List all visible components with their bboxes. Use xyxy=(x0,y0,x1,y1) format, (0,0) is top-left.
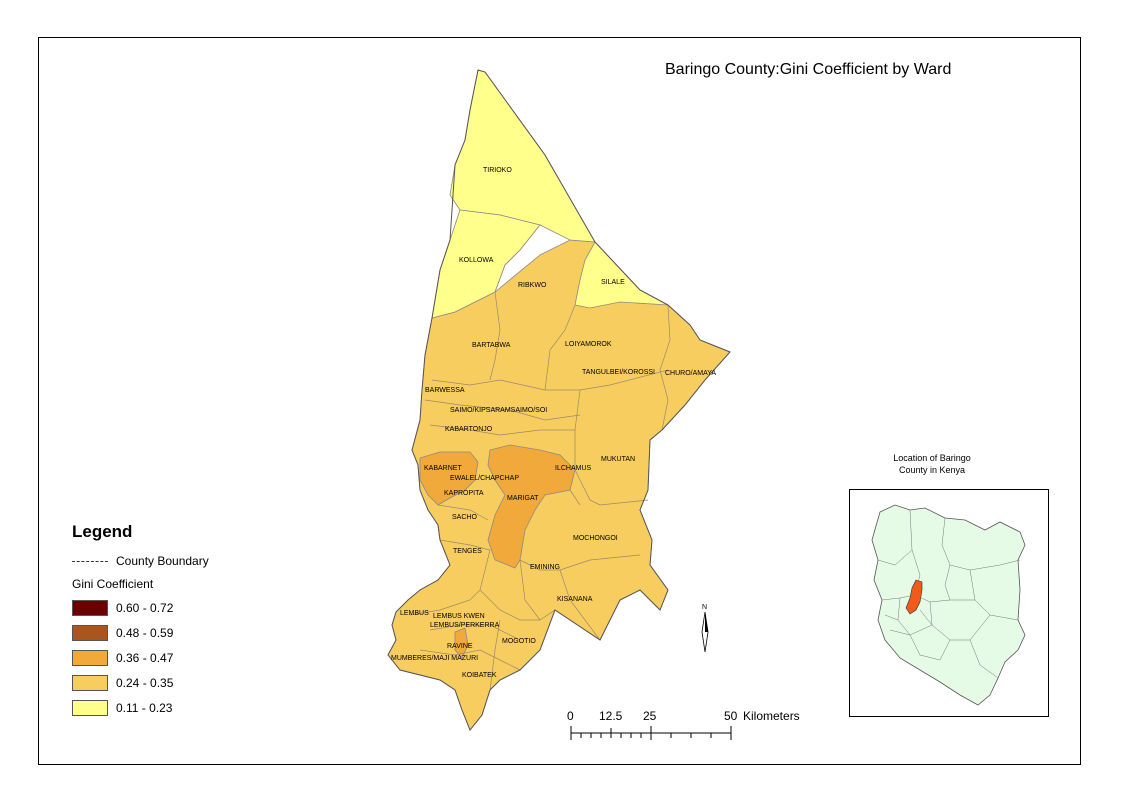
map-title: Baringo County:Gini Coefficient by Ward xyxy=(665,61,952,78)
legend-class-row: 0.11 - 0.23 xyxy=(72,699,272,716)
scale-label-25: 25 xyxy=(643,709,657,723)
scale-unit: Kilometers xyxy=(743,709,800,723)
north-arrow-icon: N xyxy=(701,604,709,653)
kenya-map xyxy=(871,504,1026,706)
legend-class-label: 0.36 - 0.47 xyxy=(116,650,174,665)
ward-label-ribkwo: RIBKWO xyxy=(518,282,547,289)
ward-label-kisanana: KISANANA xyxy=(557,596,593,603)
ward-labels: TIRIOKO KOLLOWA SILALE RIBKWO BARTABWA L… xyxy=(391,167,716,679)
ward-label-mukutan: MUKUTAN xyxy=(601,456,635,463)
scale-bar xyxy=(570,726,732,740)
legend-boundary-row: County Boundary xyxy=(72,552,272,570)
ward-label-mochongoi: MOCHONGOI xyxy=(573,535,618,542)
ward-label-mogotio: MOGOTIO xyxy=(502,638,536,645)
ward-kabarnet xyxy=(419,451,479,506)
legend-class-label: 0.24 - 0.35 xyxy=(116,675,174,690)
map-frame xyxy=(38,37,1081,765)
ward-label-churo: CHURO/AMAYA xyxy=(665,370,716,377)
inset-map xyxy=(849,489,1049,717)
boundary-line-icon xyxy=(72,560,108,562)
ward-label-loiyamorok: LOIYAMOROK xyxy=(565,341,612,348)
inset-title-line2: County in Kenya xyxy=(898,465,966,475)
legend-swatch xyxy=(72,624,108,641)
kenya-outline xyxy=(871,504,1026,706)
ward-label-barwessa: BARWESSA xyxy=(425,387,465,394)
scale-label-0: 0 xyxy=(567,709,574,723)
ward-label-kabartonjo: KABARTONJO xyxy=(445,426,493,433)
north-arrow-label: N xyxy=(702,604,707,611)
ward-label-emining: EMINING xyxy=(530,564,560,571)
legend-class-row: 0.60 - 0.72 xyxy=(72,599,272,616)
ward-label-tenges: TENGES xyxy=(453,548,482,555)
legend-class-label: 0.48 - 0.59 xyxy=(116,625,174,640)
legend-swatch xyxy=(72,649,108,666)
legend-swatch xyxy=(72,699,108,716)
ward-boundaries xyxy=(409,224,671,691)
ward-label-kollowa: KOLLOWA xyxy=(459,257,494,264)
ward-label-lembus-perkerra: LEMBUS/PERKERRA xyxy=(430,622,500,629)
legend-class-row: 0.24 - 0.35 xyxy=(72,674,272,691)
kenya-counties xyxy=(877,509,1021,679)
legend-swatch xyxy=(72,599,108,616)
ward-label-kapropita: KAPROPITA xyxy=(444,490,484,497)
ward-label-silale: SILALE xyxy=(601,279,625,286)
ward-ravine xyxy=(454,627,469,659)
county-boundary xyxy=(387,69,731,731)
ward-label-koibatek: KOIBATEK xyxy=(462,672,497,679)
legend-class-row: 0.36 - 0.47 xyxy=(72,649,272,666)
ward-label-tirioko: TIRIOKO xyxy=(483,167,512,174)
scale-label-12-5: 12.5 xyxy=(599,709,623,723)
legend-class-label: 0.60 - 0.72 xyxy=(116,600,174,615)
ward-label-kabarnet: KABARNET xyxy=(424,465,462,472)
inset-title: Location of Baringo County in Kenya xyxy=(862,452,1002,476)
ward-label-bartabwa: BARTABWA xyxy=(472,342,511,349)
ward-label-mumberes: MUMBERES/MAJI MAZURI xyxy=(391,655,478,662)
ward-label-tangulbei: TANGULBEI/KOROSSI xyxy=(582,369,655,376)
ward-label-ilchamus: ILCHAMUS xyxy=(555,465,592,472)
ward-label-marigat: MARIGAT xyxy=(507,495,539,502)
ward-marigat xyxy=(487,444,576,569)
baringo-highlight xyxy=(905,579,923,615)
ward-label-saimo: SAIMO/KIPSARAMSAIMO/SOI xyxy=(450,407,547,414)
ward-label-ravine: RAVINE xyxy=(447,643,473,650)
ward-label-sacho: SACHO xyxy=(452,514,477,521)
legend-class-label: 0.11 - 0.23 xyxy=(116,700,173,715)
ward-label-lembus-kwen: LEMBUS KWEN xyxy=(433,613,485,620)
ward-label-lembus: LEMBUS xyxy=(400,610,429,617)
legend-swatch xyxy=(72,674,108,691)
legend-title: Legend xyxy=(72,522,133,541)
legend-boundary-label: County Boundary xyxy=(116,554,209,568)
ward-label-ewalel: EWALEL/CHAPCHAP xyxy=(450,475,519,482)
legend: Legend County Boundary Gini Coefficient … xyxy=(72,522,272,724)
inset-title-line1: Location of Baringo xyxy=(893,453,971,463)
legend-subtitle: Gini Coefficient xyxy=(72,577,154,591)
legend-class-row: 0.48 - 0.59 xyxy=(72,624,272,641)
scale-label-50: 50 xyxy=(724,709,738,723)
